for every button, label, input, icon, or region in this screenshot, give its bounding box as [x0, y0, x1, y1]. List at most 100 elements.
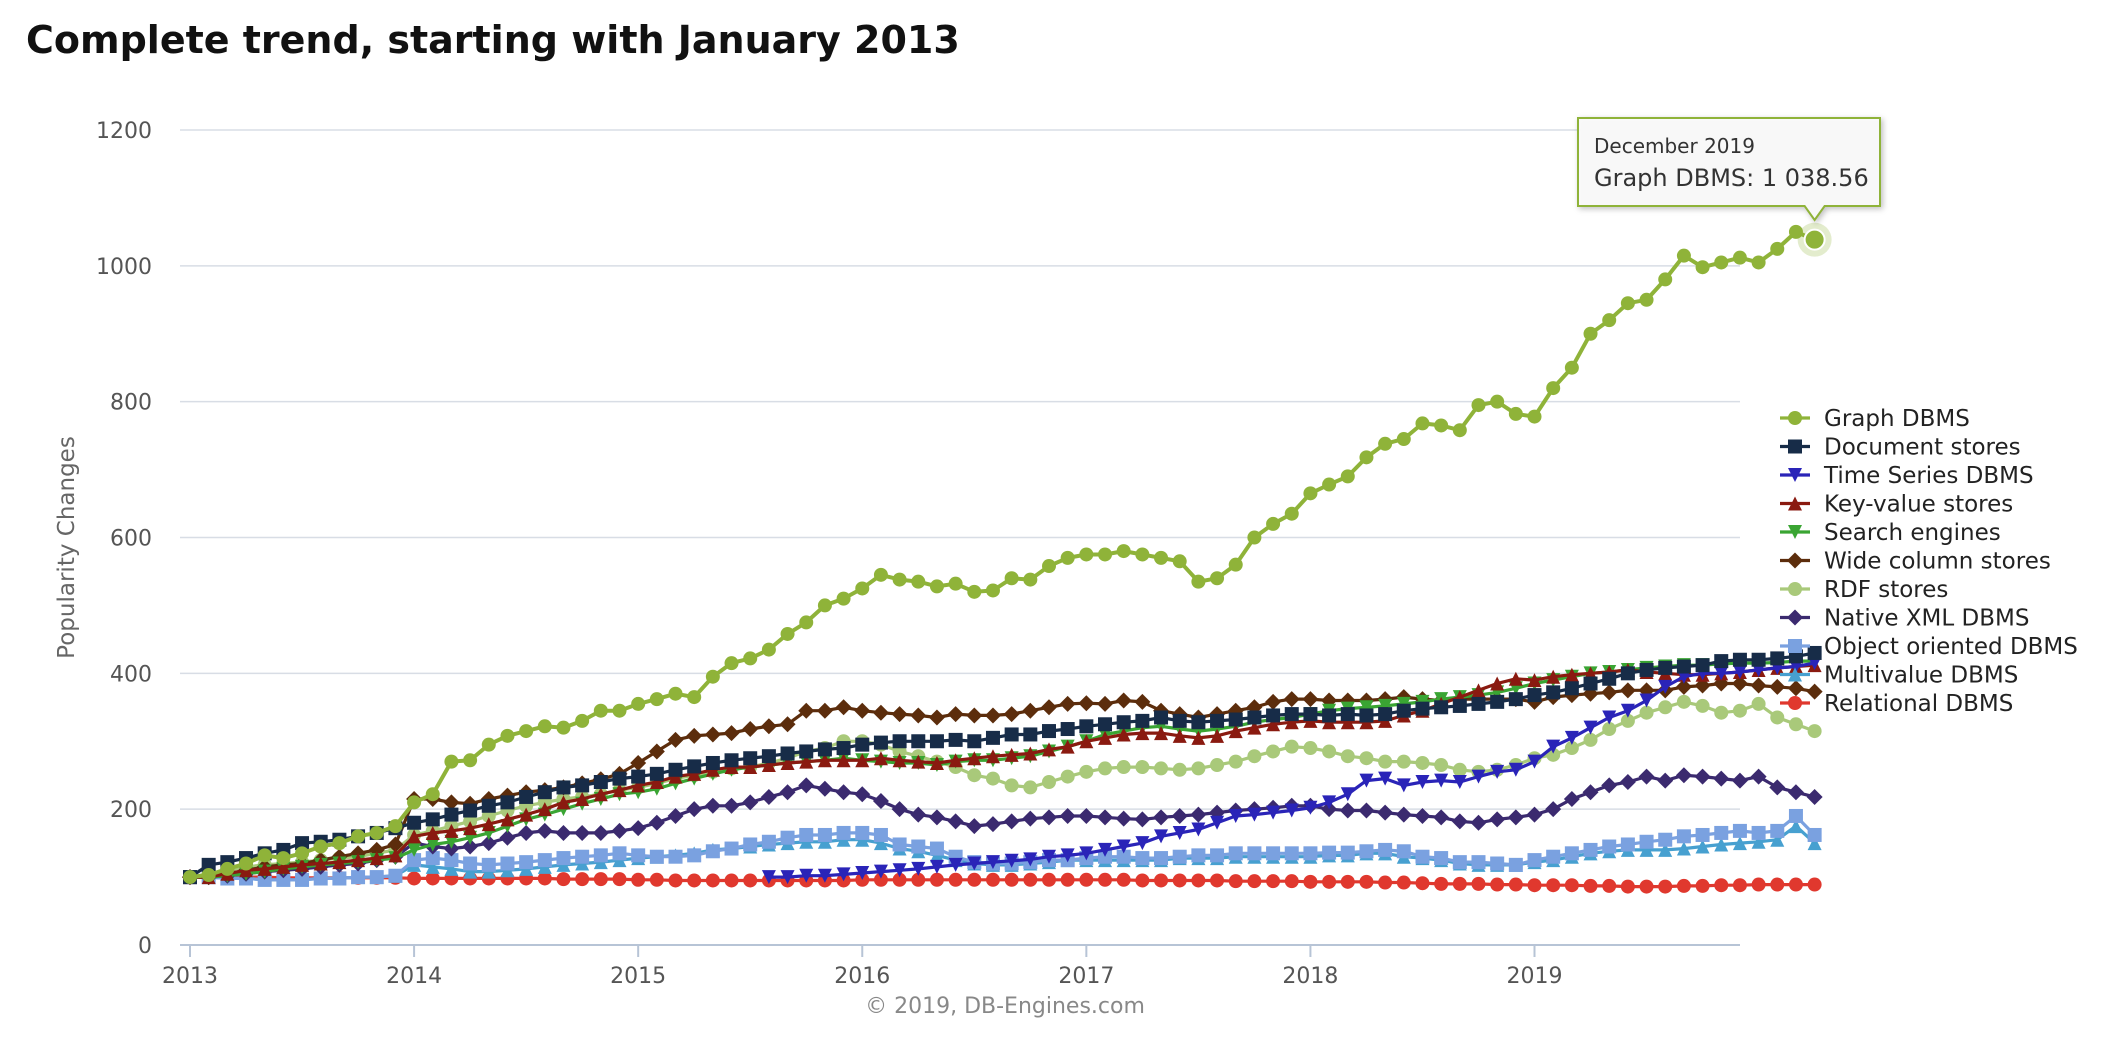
data-point[interactable] — [1620, 666, 1635, 681]
data-point[interactable] — [1658, 842, 1673, 857]
data-point[interactable] — [1770, 877, 1785, 892]
data-point[interactable] — [1714, 666, 1729, 681]
data-point[interactable] — [761, 758, 776, 773]
data-point[interactable] — [1097, 809, 1114, 826]
data-point[interactable] — [891, 801, 908, 818]
data-point[interactable] — [855, 753, 870, 768]
data-point[interactable] — [1247, 874, 1262, 889]
data-point[interactable] — [1713, 770, 1730, 787]
data-point[interactable] — [1060, 722, 1075, 737]
data-point[interactable] — [1116, 839, 1131, 854]
data-point[interactable] — [948, 872, 963, 887]
data-point[interactable] — [1434, 758, 1449, 773]
legend-symbol[interactable] — [1788, 411, 1802, 425]
data-point[interactable] — [1098, 872, 1113, 887]
data-point[interactable] — [1228, 712, 1243, 727]
data-point[interactable] — [704, 797, 721, 814]
data-point[interactable] — [1714, 705, 1729, 720]
data-point[interactable] — [1602, 878, 1617, 893]
data-point[interactable] — [724, 841, 739, 856]
data-point[interactable] — [1172, 554, 1187, 569]
data-point[interactable] — [388, 819, 403, 834]
data-point[interactable] — [1078, 695, 1095, 712]
data-point[interactable] — [1620, 296, 1635, 311]
legend-symbol[interactable] — [1788, 468, 1802, 482]
data-point[interactable] — [817, 742, 832, 757]
data-point[interactable] — [1378, 436, 1393, 451]
data-point[interactable] — [947, 813, 964, 830]
data-point[interactable] — [817, 868, 832, 883]
data-point[interactable] — [463, 821, 478, 836]
data-point[interactable] — [836, 741, 851, 756]
data-point[interactable] — [929, 579, 944, 594]
data-point[interactable] — [556, 795, 571, 810]
data-point[interactable] — [1322, 845, 1337, 860]
data-point[interactable] — [1378, 771, 1393, 786]
data-point[interactable] — [704, 726, 721, 743]
data-point[interactable] — [1023, 852, 1038, 867]
data-point[interactable] — [1098, 761, 1113, 776]
data-point[interactable] — [1434, 700, 1449, 715]
data-point[interactable] — [1658, 272, 1673, 287]
data-point[interactable] — [1489, 811, 1506, 828]
data-point[interactable] — [1266, 708, 1281, 723]
data-point[interactable] — [967, 751, 982, 766]
data-point[interactable] — [799, 744, 814, 759]
data-point[interactable] — [1788, 819, 1803, 834]
data-point[interactable] — [892, 753, 907, 768]
data-point[interactable] — [1639, 834, 1654, 849]
data-point[interactable] — [1731, 675, 1748, 692]
data-point[interactable] — [480, 835, 497, 852]
data-point[interactable] — [201, 868, 216, 883]
data-point[interactable] — [649, 766, 664, 781]
data-point[interactable] — [631, 872, 646, 887]
data-point[interactable] — [1415, 701, 1430, 716]
data-point[interactable] — [1340, 787, 1355, 802]
data-point[interactable] — [1210, 873, 1225, 888]
data-point[interactable] — [499, 829, 516, 846]
data-point[interactable] — [1022, 810, 1039, 827]
data-point[interactable] — [1639, 662, 1654, 677]
data-point[interactable] — [612, 846, 627, 861]
legend-item-document-stores[interactable]: Document stores — [1780, 435, 2021, 461]
data-point[interactable] — [1583, 326, 1598, 341]
data-point[interactable] — [500, 856, 515, 871]
data-point[interactable] — [1414, 807, 1431, 824]
data-point[interactable] — [351, 829, 366, 844]
data-point[interactable] — [1135, 760, 1150, 775]
data-point[interactable] — [1283, 691, 1300, 708]
data-point[interactable] — [1396, 875, 1411, 890]
data-point[interactable] — [1452, 423, 1467, 438]
data-point[interactable] — [1378, 698, 1393, 713]
data-point[interactable] — [631, 696, 646, 711]
data-point[interactable] — [854, 786, 871, 803]
data-point[interactable] — [612, 771, 627, 786]
data-point[interactable] — [556, 851, 571, 866]
data-point[interactable] — [1247, 710, 1262, 725]
data-point[interactable] — [779, 716, 796, 733]
data-point[interactable] — [1508, 857, 1523, 872]
data-point[interactable] — [1639, 879, 1654, 894]
data-point[interactable] — [593, 848, 608, 863]
data-point[interactable] — [1695, 839, 1710, 854]
data-point[interactable] — [1788, 224, 1803, 239]
data-point[interactable] — [855, 737, 870, 752]
legend-symbol[interactable] — [1788, 496, 1802, 511]
data-point[interactable] — [1154, 851, 1169, 866]
data-point[interactable] — [332, 855, 347, 870]
data-point[interactable] — [1040, 809, 1057, 826]
data-point[interactable] — [743, 873, 758, 888]
data-point[interactable] — [1415, 755, 1430, 770]
data-point[interactable] — [836, 867, 851, 882]
data-point[interactable] — [1322, 795, 1337, 810]
data-point[interactable] — [760, 788, 777, 805]
data-point[interactable] — [1434, 773, 1449, 788]
data-point[interactable] — [967, 584, 982, 599]
data-point[interactable] — [1657, 772, 1674, 789]
data-point[interactable] — [1135, 713, 1150, 728]
legend-item-search-engines[interactable]: Search engines — [1780, 520, 2001, 546]
data-point[interactable] — [387, 836, 404, 853]
data-point[interactable] — [1041, 742, 1056, 757]
data-point[interactable] — [407, 842, 422, 857]
data-point[interactable] — [1247, 720, 1262, 735]
